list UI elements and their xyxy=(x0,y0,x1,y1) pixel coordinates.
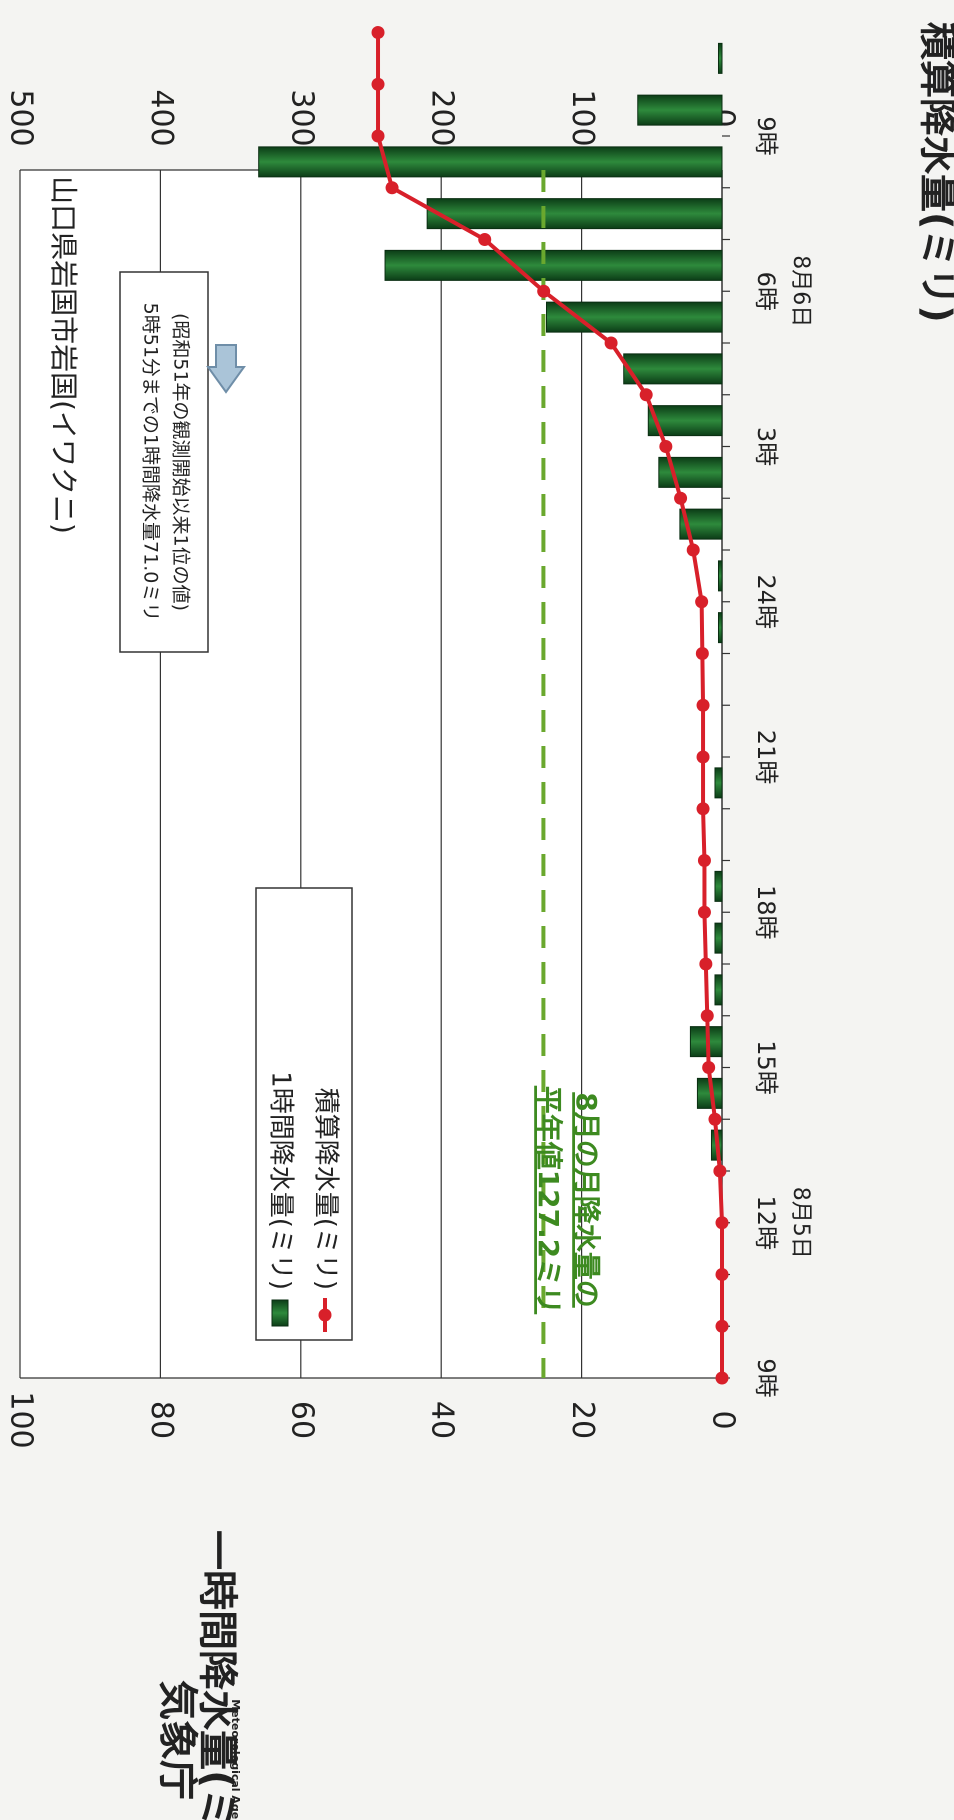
legend-box xyxy=(255,887,353,1341)
bar xyxy=(717,560,723,592)
annotation-text: (昭和51年の観測開始以来1位の値) xyxy=(170,313,192,611)
bar xyxy=(623,353,723,385)
annotation-box xyxy=(119,271,209,653)
x-tick-label: 24時 xyxy=(752,574,780,629)
line-point xyxy=(674,491,688,505)
y1-tick-label: 80 xyxy=(144,1401,179,1439)
bar xyxy=(714,922,723,954)
y1-tick-label: 0 xyxy=(706,1410,741,1429)
x-tick-label: 9時 xyxy=(752,116,780,155)
y1-tick-labels: 0 20 40 60 80 100 xyxy=(4,1391,741,1448)
bar xyxy=(637,94,723,126)
x-tick-label: 21時 xyxy=(752,730,780,785)
agency-name: 気象庁 xyxy=(154,1680,200,1800)
bar xyxy=(714,767,723,799)
bar xyxy=(546,301,723,333)
reference-label: 8月の月降水量の xyxy=(570,1092,603,1307)
x-tick-label: 18時 xyxy=(752,885,780,940)
line-point xyxy=(537,284,551,298)
line-cumulative xyxy=(371,26,729,1385)
date-label: 8月5日 xyxy=(788,1187,813,1259)
y1-tick-label: 100 xyxy=(4,1391,39,1448)
annotation-arrow xyxy=(206,344,246,394)
legend-label: 積算降水量(ミリ) xyxy=(311,1088,341,1290)
x-tick-label: 9時 xyxy=(752,1358,780,1397)
y2-tick-label: 300 xyxy=(284,89,319,146)
line-point xyxy=(639,388,653,402)
line-point xyxy=(478,233,492,246)
line-point xyxy=(385,181,399,195)
y2-tick-label: 200 xyxy=(425,89,460,146)
bar xyxy=(717,42,723,74)
line-point xyxy=(604,336,618,350)
line-point xyxy=(713,1164,727,1178)
bar xyxy=(717,612,723,644)
chart-title: 山口県岩国市岩国(イワクニ) xyxy=(47,176,80,534)
y1-tick-label: 40 xyxy=(425,1401,460,1439)
reference-label: 平年値127.2ミリ xyxy=(532,1086,565,1315)
bar xyxy=(384,249,723,281)
bar xyxy=(714,870,723,902)
x-tick-label: 12時 xyxy=(752,1195,780,1250)
line-point xyxy=(697,854,711,867)
y2-axis-title: 積算降水量(ミリ) xyxy=(916,22,954,323)
x-tick-marks xyxy=(722,135,730,1379)
legend-label: 1時間降水量(ミリ) xyxy=(266,1071,296,1290)
bar xyxy=(714,974,723,1006)
line-point xyxy=(371,77,385,91)
line-point xyxy=(702,1061,716,1074)
bar xyxy=(426,198,723,230)
line-point xyxy=(371,26,385,39)
annotation-text: 5時51分までの1時間降水量71.0ミリ xyxy=(140,303,162,622)
line-point xyxy=(715,1216,729,1230)
line-point xyxy=(686,543,700,557)
legend: 1時間降水量(ミリ) 積算降水量(ミリ) xyxy=(255,887,353,1341)
line-point xyxy=(659,440,673,453)
x-tick-label: 3時 xyxy=(752,427,780,466)
line-point xyxy=(371,129,385,143)
x-tick-label: 15時 xyxy=(752,1040,780,1095)
line-point xyxy=(697,905,711,919)
y1-tick-label: 60 xyxy=(284,1401,319,1439)
x-tick-label: 6時 xyxy=(752,272,780,311)
date-label: 8月6日 xyxy=(788,255,813,327)
legend-bar-swatch xyxy=(271,1299,289,1327)
line-point xyxy=(696,802,710,816)
y1-tick-label: 20 xyxy=(565,1401,600,1439)
line-point xyxy=(708,1112,722,1126)
bar xyxy=(258,146,723,178)
line-point xyxy=(695,647,709,660)
line-point xyxy=(695,595,709,609)
line-point xyxy=(696,750,710,764)
line-point xyxy=(699,957,713,971)
line-point xyxy=(715,1371,729,1385)
y2-tick-label: 400 xyxy=(144,89,179,146)
annotation: 5時51分までの1時間降水量71.0ミリ (昭和51年の観測開始以来1位の値) xyxy=(119,271,246,653)
y1-axis-title: 一時間降水量(ミリ) xyxy=(194,1530,240,1820)
y2-tick-label: 500 xyxy=(4,89,39,146)
line-point xyxy=(715,1268,729,1281)
y2-tick-label: 100 xyxy=(565,89,600,146)
line-point xyxy=(715,1319,729,1333)
legend-line-point xyxy=(318,1308,332,1322)
line-point xyxy=(696,698,710,712)
agency-name-en: Meteorological Agency xyxy=(229,1699,242,1820)
x-tick-labels: 9時 12時 15時 18時 21時 24時 3時 6時 9時 xyxy=(752,116,780,1397)
line-point xyxy=(700,1009,714,1023)
